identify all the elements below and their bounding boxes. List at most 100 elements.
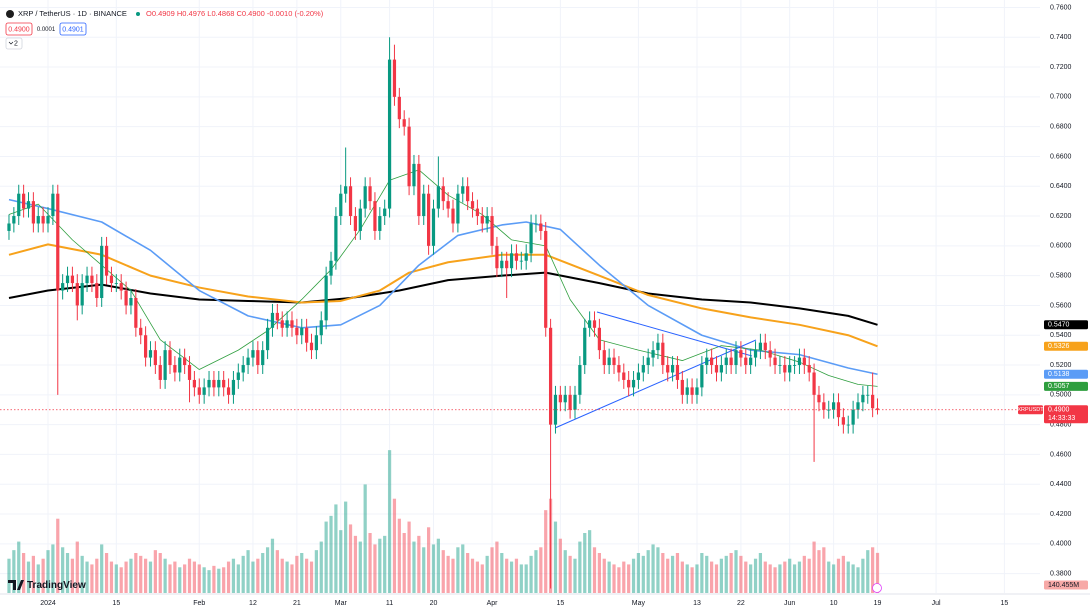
y-tick-label: 0.4800 — [1050, 421, 1072, 428]
volume-bar — [456, 547, 460, 593]
candle-body — [353, 216, 358, 231]
candle-body — [710, 357, 714, 366]
y-tick-label: 0.5000 — [1050, 392, 1072, 399]
candle-body — [36, 216, 40, 224]
replay-icon[interactable] — [872, 583, 882, 593]
volume-bar — [700, 553, 704, 593]
x-tick-label: Mar — [335, 600, 348, 607]
candle-body — [802, 357, 806, 366]
candle-body — [290, 320, 294, 328]
candle-body — [739, 350, 743, 358]
volume-bar — [446, 555, 450, 593]
volume-bar — [636, 553, 641, 593]
candle-body — [763, 342, 767, 351]
volume-bar — [475, 561, 480, 593]
candle-body — [397, 96, 401, 120]
candle-body — [387, 59, 392, 209]
candle-body — [505, 260, 509, 269]
volume-bar — [358, 541, 362, 593]
volume-bar — [397, 518, 401, 593]
volume-bar — [661, 553, 665, 593]
sell-button[interactable] — [5, 22, 33, 36]
y-tick-label: 0.7600 — [1050, 4, 1072, 11]
volume-bar — [612, 564, 616, 593]
volume-bar — [256, 558, 260, 593]
candle-body — [153, 350, 157, 366]
y-tick-label: 0.6400 — [1050, 183, 1072, 190]
candle-body — [197, 387, 201, 395]
volume-bar — [739, 555, 743, 593]
volume-bar — [178, 567, 182, 593]
candle-body — [368, 186, 372, 202]
volume-bar — [90, 564, 94, 593]
indicators-count[interactable]: 2 — [14, 40, 18, 47]
volume-bar — [231, 558, 236, 593]
volume-bar — [680, 561, 684, 593]
candle-body — [773, 357, 777, 366]
candle-body — [22, 193, 26, 209]
candle-body — [251, 350, 255, 358]
candle-body — [607, 357, 611, 366]
candle-body — [148, 350, 153, 358]
volume-bar — [251, 561, 255, 593]
candle-body — [670, 365, 675, 373]
candle-body — [270, 312, 275, 328]
candle-body — [431, 208, 436, 246]
y-tick-label: 0.7200 — [1050, 64, 1072, 71]
candle-body — [705, 357, 709, 366]
candle-body — [65, 275, 70, 284]
candle-body — [836, 402, 841, 418]
chevron — [8, 41, 14, 45]
y-tick-label: 0.5800 — [1050, 272, 1072, 279]
buy-button[interactable] — [59, 22, 87, 36]
volume-bar — [641, 555, 645, 593]
sell-price[interactable]: 0.4900 — [8, 26, 30, 33]
y-tick-label: 0.4200 — [1050, 511, 1072, 518]
volume-bar — [695, 564, 699, 593]
candle-body — [261, 350, 265, 366]
volume-bar — [675, 553, 680, 593]
volume-bar — [187, 558, 192, 593]
volume-bar — [173, 561, 177, 593]
candle-body — [80, 283, 84, 306]
volume-bar — [143, 558, 148, 593]
y-tick-label: 0.4400 — [1050, 481, 1072, 488]
volume-bar — [466, 553, 470, 593]
volume-bar — [387, 450, 392, 593]
volume-bar — [871, 547, 875, 593]
buy-price[interactable]: 0.4901 — [62, 26, 84, 33]
ma-value-label-bg — [1044, 381, 1088, 391]
volume-bar — [305, 558, 309, 593]
candle-body — [441, 186, 445, 202]
candle-body — [495, 245, 499, 269]
candle-body — [749, 357, 753, 366]
volume-bar — [129, 558, 133, 593]
volume-bar — [339, 530, 343, 593]
volume-bar — [368, 533, 372, 593]
candle-body — [675, 365, 680, 380]
candle-body — [700, 365, 704, 388]
candle-body — [753, 350, 758, 358]
y-tick-label: 0.7000 — [1050, 94, 1072, 101]
volume-bar — [197, 564, 201, 593]
volume-bar — [334, 504, 338, 593]
volume-bar — [802, 555, 806, 593]
volume-bar — [373, 544, 377, 593]
candle-body — [856, 402, 860, 410]
volume-bar — [744, 561, 748, 593]
volume-bar — [378, 538, 382, 593]
volume-bar — [353, 535, 358, 593]
indicators-toggle[interactable] — [5, 37, 23, 50]
candle-body — [758, 342, 763, 351]
volume-bar — [31, 555, 35, 593]
candle-body — [348, 186, 353, 217]
volume-bar — [588, 530, 592, 593]
volume-bar — [485, 555, 489, 593]
y-tick-label: 0.4600 — [1050, 451, 1072, 458]
alert-icon[interactable] — [872, 583, 882, 593]
volume-bar — [539, 547, 543, 593]
candle-body — [422, 193, 426, 217]
volume-bar — [314, 550, 318, 593]
x-tick-label: 19 — [874, 600, 882, 607]
volume-bar — [41, 558, 45, 593]
